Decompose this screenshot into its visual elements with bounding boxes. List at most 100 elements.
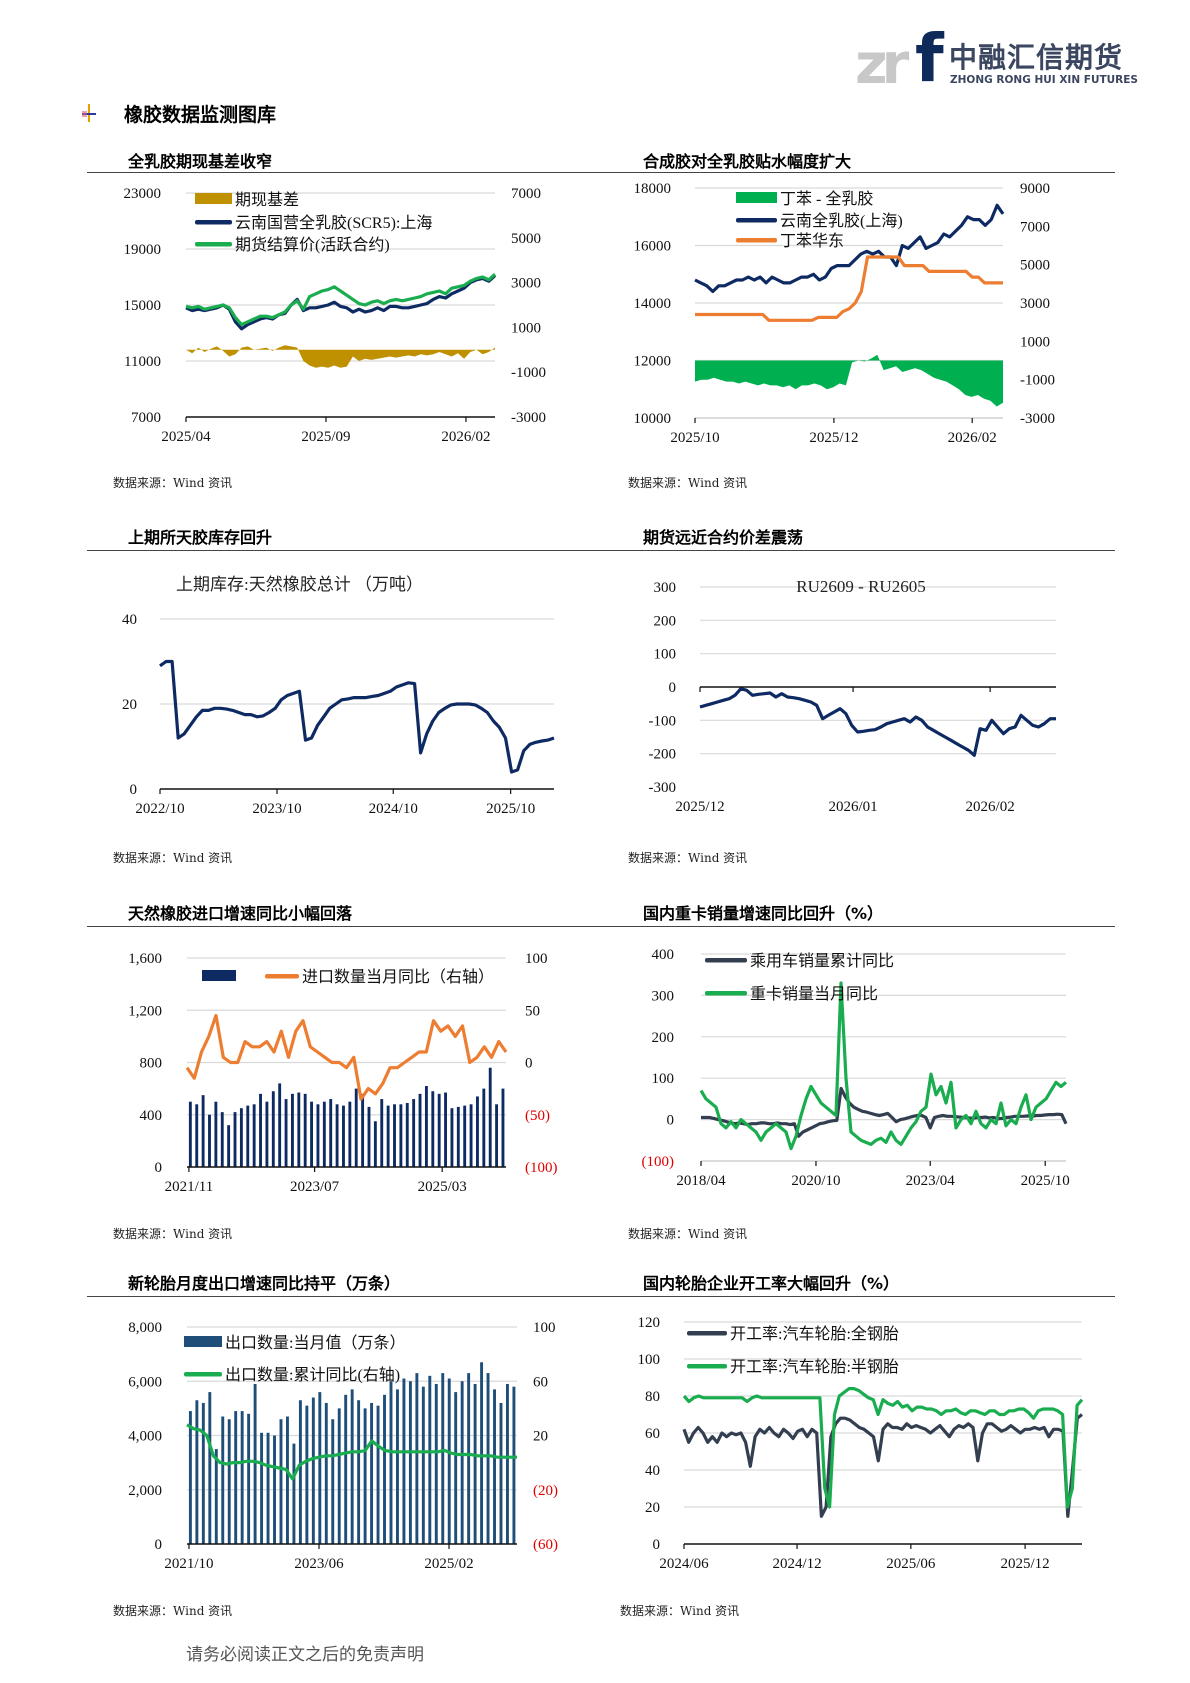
chart-3: 0 20 40 2022/10 2023/10 2024/10 2025/10 上期库存:天然… bbox=[122, 575, 555, 817]
x-tick-label: 2026/02 bbox=[441, 429, 490, 445]
y-tick-label-right: 100 bbox=[525, 951, 548, 967]
y-tick-label-left: 14000 bbox=[634, 296, 672, 312]
bar bbox=[227, 1125, 231, 1167]
x-tick-label: 2024/12 bbox=[772, 1556, 821, 1572]
chart-8: 0 20 40 60 80 100 120 2024/06 2024/12 2025/06 2025… bbox=[638, 1315, 1084, 1572]
section-divider bbox=[87, 926, 1115, 927]
legend-label: 期货结算价(活跃合约) bbox=[235, 235, 390, 254]
bar bbox=[331, 1419, 335, 1544]
x-tick-label: 2024/10 bbox=[369, 801, 418, 817]
y-tick-label-right: 1000 bbox=[1020, 334, 1050, 350]
x-tick-label: 2025/03 bbox=[418, 1179, 467, 1195]
bar bbox=[380, 1099, 384, 1167]
line-series bbox=[701, 1086, 1068, 1138]
bar bbox=[239, 1108, 243, 1167]
x-tick-label: 2025/09 bbox=[301, 429, 350, 445]
bar bbox=[506, 1383, 509, 1544]
x-tick-label: 2025/10 bbox=[486, 801, 535, 817]
bar bbox=[188, 1411, 192, 1544]
bar bbox=[357, 1400, 361, 1544]
bar bbox=[195, 1104, 199, 1167]
chart-1: 7000 11000 15000 19000 23000 -3000 -1000 1000 30… bbox=[124, 186, 547, 445]
y-tick-label-right: 9000 bbox=[1020, 181, 1050, 197]
bar bbox=[405, 1102, 409, 1167]
bar bbox=[253, 1383, 257, 1544]
y-tick-label-right: 1000 bbox=[511, 320, 541, 336]
legend-swatch bbox=[705, 958, 747, 963]
y-tick-label-right: (100) bbox=[525, 1160, 558, 1176]
legend-swatch bbox=[195, 242, 232, 247]
bar bbox=[284, 1099, 288, 1167]
y-tick-label-left: 400 bbox=[140, 1108, 163, 1124]
line-series bbox=[185, 274, 497, 331]
y-tick-label-left: 20 bbox=[645, 1500, 660, 1516]
bar bbox=[480, 1362, 484, 1544]
x-tick-label: 2023/06 bbox=[294, 1556, 344, 1572]
x-tick-label: 2025/02 bbox=[424, 1556, 473, 1572]
bar bbox=[266, 1432, 270, 1544]
data-source: 数据来源：Wind 资讯 bbox=[113, 1227, 233, 1241]
line-series bbox=[682, 1386, 1084, 1509]
bar bbox=[214, 1101, 218, 1167]
bar bbox=[260, 1432, 264, 1544]
legend-label: 开工率:汽车轮胎:全钢胎 bbox=[730, 1325, 899, 1343]
bar bbox=[402, 1378, 406, 1544]
bar bbox=[376, 1405, 380, 1544]
bar bbox=[393, 1104, 396, 1167]
bar bbox=[220, 1112, 224, 1167]
bar bbox=[286, 1416, 289, 1544]
y-tick-label-left: 60 bbox=[645, 1426, 660, 1442]
legend-swatch bbox=[687, 1331, 727, 1336]
section-title: 上期所天胶库存回升 bbox=[128, 528, 273, 547]
bar bbox=[456, 1106, 460, 1167]
y-tick-label-left: 1,200 bbox=[128, 1003, 162, 1019]
y-tick-label-left: 120 bbox=[638, 1315, 661, 1331]
bar bbox=[460, 1381, 464, 1544]
bar bbox=[386, 1105, 390, 1167]
x-tick-label: 2025/04 bbox=[161, 429, 211, 445]
bar bbox=[322, 1101, 326, 1167]
bar bbox=[512, 1386, 516, 1544]
y-tick-label-left: 0 bbox=[155, 1160, 163, 1176]
bar bbox=[344, 1394, 348, 1544]
bar bbox=[373, 1121, 377, 1167]
data-source: 数据来源：Wind 资讯 bbox=[628, 476, 748, 490]
y-tick-label-left: -300 bbox=[649, 780, 677, 796]
bar bbox=[310, 1101, 314, 1167]
legend-label: 出口数量:累计同比(右轴) bbox=[225, 1366, 400, 1384]
section-title: 期货远近合约价差震荡 bbox=[643, 528, 804, 547]
bar bbox=[273, 1435, 276, 1544]
y-tick-label-left: 12000 bbox=[634, 354, 672, 370]
bar bbox=[399, 1104, 403, 1167]
y-tick-label-left: 80 bbox=[645, 1389, 660, 1405]
y-tick-label-right: 50 bbox=[525, 1003, 540, 1019]
bar bbox=[444, 1092, 447, 1167]
bar bbox=[354, 1088, 358, 1167]
chart-7: 0 2,000 4,000 6,000 8,000 (60) (20) 20 60 100 2021… bbox=[128, 1320, 558, 1572]
section-divider bbox=[87, 550, 1115, 551]
bar bbox=[290, 1093, 294, 1167]
x-tick-label: 2023/10 bbox=[252, 801, 301, 817]
bar bbox=[298, 1400, 302, 1544]
section-divider bbox=[87, 172, 1115, 173]
bar bbox=[247, 1413, 251, 1544]
bar bbox=[201, 1095, 205, 1167]
y-tick-label-right: 3000 bbox=[1020, 296, 1050, 312]
y-tick-label-right: 100 bbox=[533, 1320, 556, 1336]
legend-swatch bbox=[736, 218, 777, 223]
y-tick-label-left: 100 bbox=[654, 647, 677, 663]
legend-label: 丁苯 - 全乳胶 bbox=[780, 190, 873, 208]
bar bbox=[311, 1397, 315, 1544]
y-tick-label-right: -1000 bbox=[511, 365, 546, 381]
data-source: 数据来源：Wind 资讯 bbox=[113, 1604, 233, 1618]
x-tick-label: 2022/10 bbox=[135, 801, 184, 817]
y-tick-label-left: 100 bbox=[652, 1071, 675, 1087]
y-tick-label-left: 20 bbox=[122, 697, 137, 713]
bar bbox=[214, 1449, 218, 1544]
bar bbox=[499, 1402, 503, 1544]
bar bbox=[454, 1392, 458, 1544]
y-tick-label-left: 0 bbox=[667, 1113, 675, 1129]
bar bbox=[221, 1416, 225, 1544]
y-tick-label-right: 60 bbox=[533, 1374, 548, 1390]
